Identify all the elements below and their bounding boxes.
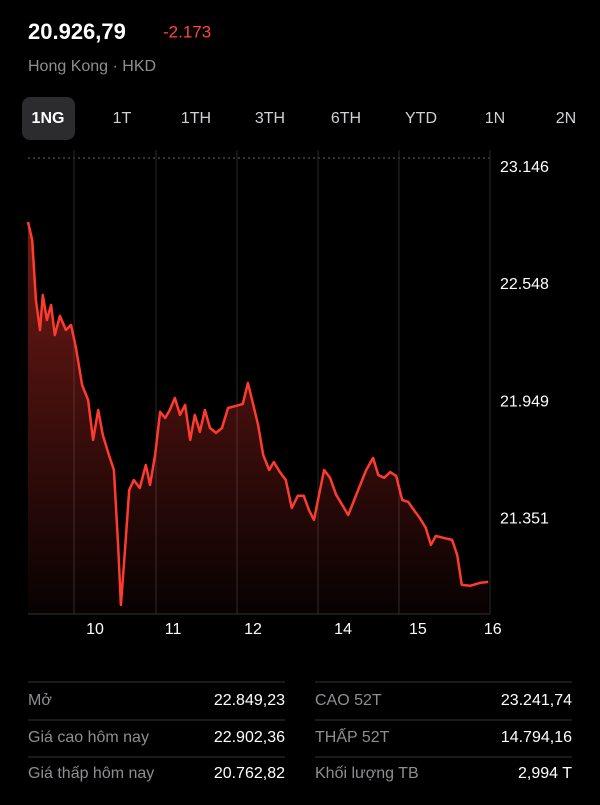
y-tick-label: 21.949 <box>500 393 549 410</box>
x-tick-label: 11 <box>165 621 182 638</box>
stat-label: Giá cao hôm nay <box>28 729 149 746</box>
y-tick-label: 23.146 <box>500 159 549 176</box>
x-tick-label: 12 <box>244 621 262 638</box>
stat-value: 14.794,16 <box>501 729 572 746</box>
range-tab[interactable]: 6TH <box>331 110 361 127</box>
stat-label: THẤP 52T <box>315 727 390 746</box>
range-tab[interactable]: 2N <box>556 110 576 127</box>
stat-value: 22.902,36 <box>214 729 285 746</box>
area <box>28 222 489 614</box>
range-tab[interactable]: YTD <box>405 110 437 127</box>
x-tick-label: 16 <box>484 621 502 638</box>
stat-label: Khối lượng TB <box>315 765 419 782</box>
x-tick-label: 15 <box>409 621 427 638</box>
stat-label: Giá thấp hôm nay <box>28 765 154 782</box>
stat-value: 2,994 T <box>518 765 572 782</box>
y-tick-label: 22.548 <box>500 276 549 293</box>
stat-value: 23.241,74 <box>501 692 572 709</box>
stat-label: Mở <box>28 692 52 709</box>
selected-tab-bg <box>22 97 75 140</box>
stat-label: CAO 52T <box>315 692 382 709</box>
plot <box>26 221 489 614</box>
market: Hong Kong · HKD <box>28 58 156 75</box>
x-tick-label: 10 <box>86 621 104 638</box>
change: -2.173 <box>163 22 211 41</box>
range-tab[interactable]: 3TH <box>255 110 285 127</box>
price-line <box>26 221 489 607</box>
price: 20.926,79 <box>28 19 126 44</box>
range-tab[interactable]: 1T <box>113 110 132 127</box>
x-tick-label: 14 <box>334 621 352 638</box>
range-tab[interactable]: 1N <box>485 110 505 127</box>
range-tab[interactable]: 1NG <box>32 110 65 127</box>
stat-value: 22.849,23 <box>214 692 285 709</box>
y-tick-label: 21.351 <box>500 510 549 527</box>
stat-value: 20.762,82 <box>214 765 285 782</box>
range-tab[interactable]: 1TH <box>181 110 211 127</box>
